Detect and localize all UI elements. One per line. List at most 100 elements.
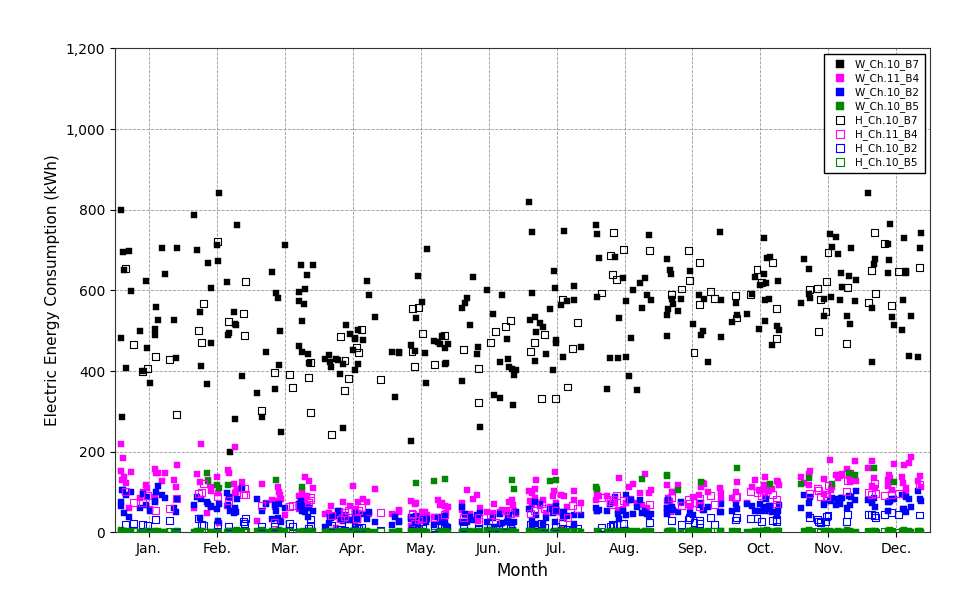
W_Ch.10_B7 <box>302 358 317 368</box>
W_Ch.11_B4 <box>683 502 698 512</box>
W_Ch.10_B7 <box>665 299 680 309</box>
W_Ch.10_B2 <box>335 513 350 523</box>
H_Ch.10_B7 <box>498 322 513 332</box>
W_Ch.10_B2 <box>332 514 347 524</box>
W_Ch.11_B4 <box>590 490 605 500</box>
W_Ch.10_B2 <box>884 494 900 503</box>
W_Ch.10_B5 <box>527 527 543 537</box>
W_Ch.10_B2 <box>296 506 312 515</box>
W_Ch.10_B2 <box>536 519 551 529</box>
W_Ch.10_B2 <box>504 518 520 528</box>
W_Ch.11_B4 <box>148 464 163 474</box>
W_Ch.11_B4 <box>752 485 767 494</box>
W_Ch.10_B7 <box>150 315 165 325</box>
H_Ch.10_B5 <box>267 527 282 537</box>
W_Ch.10_B5 <box>455 527 470 537</box>
W_Ch.10_B7 <box>903 311 919 321</box>
H_Ch.10_B2 <box>237 519 252 529</box>
W_Ch.11_B4 <box>269 482 285 492</box>
W_Ch.10_B7 <box>227 414 243 424</box>
W_Ch.11_B4 <box>293 495 309 505</box>
W_Ch.10_B7 <box>886 320 901 330</box>
W_Ch.10_B7 <box>472 422 487 432</box>
W_Ch.10_B7 <box>254 413 269 422</box>
W_Ch.10_B2 <box>203 501 219 511</box>
W_Ch.10_B5 <box>829 527 844 537</box>
W_Ch.11_B4 <box>199 508 215 518</box>
W_Ch.10_B5 <box>135 527 151 537</box>
H_Ch.11_B4 <box>764 489 780 499</box>
H_Ch.10_B7 <box>221 316 236 326</box>
W_Ch.10_B5 <box>269 526 285 536</box>
H_Ch.10_B2 <box>281 519 296 529</box>
W_Ch.10_B7 <box>431 338 446 347</box>
W_Ch.10_B5 <box>713 527 729 537</box>
W_Ch.10_B2 <box>317 522 333 532</box>
W_Ch.10_B7 <box>267 384 282 393</box>
H_Ch.10_B2 <box>238 514 253 523</box>
W_Ch.10_B5 <box>665 526 680 536</box>
H_Ch.11_B4 <box>570 504 585 514</box>
H_Ch.10_B2 <box>534 518 550 528</box>
H_Ch.11_B4 <box>687 497 702 507</box>
W_Ch.10_B7 <box>167 315 182 324</box>
W_Ch.10_B2 <box>455 517 470 526</box>
W_Ch.10_B5 <box>189 526 204 536</box>
W_Ch.10_B7 <box>696 325 712 335</box>
H_Ch.10_B5 <box>812 528 828 537</box>
W_Ch.10_B5 <box>356 526 371 535</box>
H_Ch.10_B2 <box>300 523 316 533</box>
H_Ch.10_B2 <box>565 526 580 535</box>
W_Ch.11_B4 <box>226 479 242 489</box>
W_Ch.10_B5 <box>317 527 333 537</box>
W_Ch.10_B2 <box>347 511 363 520</box>
W_Ch.10_B7 <box>466 272 481 282</box>
W_Ch.10_B7 <box>148 330 163 339</box>
W_Ch.11_B4 <box>665 488 680 497</box>
W_Ch.10_B7 <box>270 360 286 370</box>
W_Ch.10_B7 <box>404 340 419 350</box>
W_Ch.11_B4 <box>504 495 520 505</box>
W_Ch.10_B7 <box>505 400 521 410</box>
W_Ch.10_B5 <box>662 526 677 536</box>
W_Ch.10_B5 <box>203 528 219 537</box>
W_Ch.11_B4 <box>331 507 346 517</box>
W_Ch.10_B5 <box>387 527 403 537</box>
H_Ch.10_B7 <box>570 318 585 327</box>
W_Ch.10_B7 <box>203 284 219 293</box>
W_Ch.10_B2 <box>508 508 524 517</box>
H_Ch.10_B2 <box>526 520 542 529</box>
H_Ch.10_B2 <box>754 517 769 526</box>
W_Ch.10_B2 <box>545 508 560 518</box>
H_Ch.10_B7 <box>537 330 552 339</box>
W_Ch.11_B4 <box>548 468 563 477</box>
H_Ch.10_B5 <box>802 526 817 536</box>
H_Ch.10_B7 <box>839 339 854 348</box>
H_Ch.10_B2 <box>595 522 610 532</box>
W_Ch.10_B5 <box>347 527 363 537</box>
H_Ch.10_B7 <box>891 267 906 276</box>
W_Ch.10_B5 <box>302 526 317 536</box>
H_Ch.10_B5 <box>703 526 718 536</box>
W_Ch.10_B2 <box>730 504 745 514</box>
W_Ch.10_B5 <box>480 526 495 535</box>
H_Ch.10_B7 <box>912 263 927 272</box>
W_Ch.10_B5 <box>226 527 242 537</box>
W_Ch.11_B4 <box>135 488 151 497</box>
W_Ch.10_B2 <box>492 520 507 529</box>
W_Ch.10_B7 <box>170 243 185 253</box>
H_Ch.10_B7 <box>456 345 472 355</box>
W_Ch.10_B2 <box>272 516 288 526</box>
W_Ch.10_B7 <box>331 355 346 365</box>
W_Ch.10_B7 <box>226 307 242 316</box>
W_Ch.10_B5 <box>362 527 377 537</box>
W_Ch.11_B4 <box>543 503 558 512</box>
W_Ch.11_B4 <box>701 487 716 497</box>
W_Ch.10_B5 <box>277 526 292 536</box>
H_Ch.10_B5 <box>415 526 431 536</box>
W_Ch.10_B5 <box>744 527 760 537</box>
W_Ch.11_B4 <box>696 478 712 488</box>
W_Ch.10_B5 <box>895 526 910 536</box>
W_Ch.10_B2 <box>259 500 274 509</box>
H_Ch.10_B7 <box>300 373 316 382</box>
